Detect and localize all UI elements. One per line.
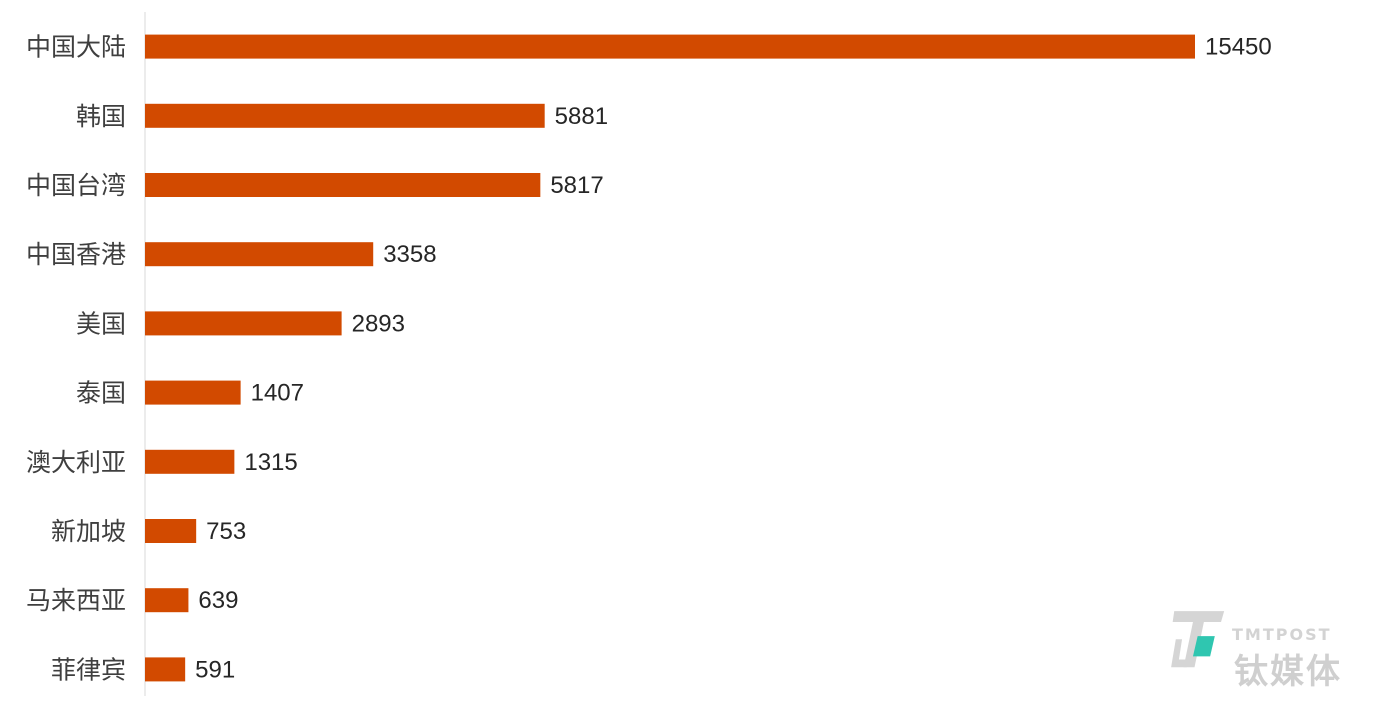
- category-label: 马来西亚: [26, 586, 126, 615]
- bar: [145, 242, 374, 267]
- tmtpost-logo-icon: [1171, 611, 1225, 668]
- value-label: 639: [198, 587, 238, 614]
- watermark: TMTPOST 钛媒体: [1168, 608, 1368, 692]
- category-label: 新加坡: [51, 517, 126, 546]
- category-label: 菲律宾: [51, 655, 126, 684]
- bar: [145, 173, 541, 197]
- value-label: 15450: [1205, 34, 1272, 61]
- bar: [145, 380, 241, 405]
- bar: [145, 519, 197, 543]
- category-label: 泰国: [76, 379, 126, 408]
- value-label: 753: [206, 518, 246, 545]
- bar: [145, 103, 545, 128]
- value-label: 1407: [251, 380, 304, 407]
- bar: [145, 34, 1195, 59]
- bars-group: 中国大陆 15450 韩国 5881 中国台湾 5817 中国香港 3358 美国 2893 泰国 1…: [26, 33, 1272, 685]
- category-label: 中国大陆: [26, 33, 126, 62]
- category-label: 美国: [76, 309, 126, 338]
- value-label: 1315: [244, 449, 297, 476]
- value-label: 3358: [383, 241, 436, 268]
- bar: [145, 449, 235, 474]
- bar: [145, 588, 189, 613]
- category-label: 中国香港: [26, 240, 126, 269]
- value-label: 5817: [550, 172, 603, 199]
- value-label: 2893: [352, 310, 405, 337]
- category-label: 韩国: [76, 102, 126, 131]
- watermark-brand: TMTPOST: [1232, 625, 1332, 644]
- watermark-name: 钛媒体: [1234, 652, 1342, 692]
- bar: [145, 311, 342, 336]
- bar: [145, 657, 186, 682]
- value-label: 591: [195, 656, 235, 683]
- category-label: 中国台湾: [26, 171, 126, 200]
- category-label: 澳大利亚: [26, 448, 126, 477]
- value-label: 5881: [555, 103, 608, 130]
